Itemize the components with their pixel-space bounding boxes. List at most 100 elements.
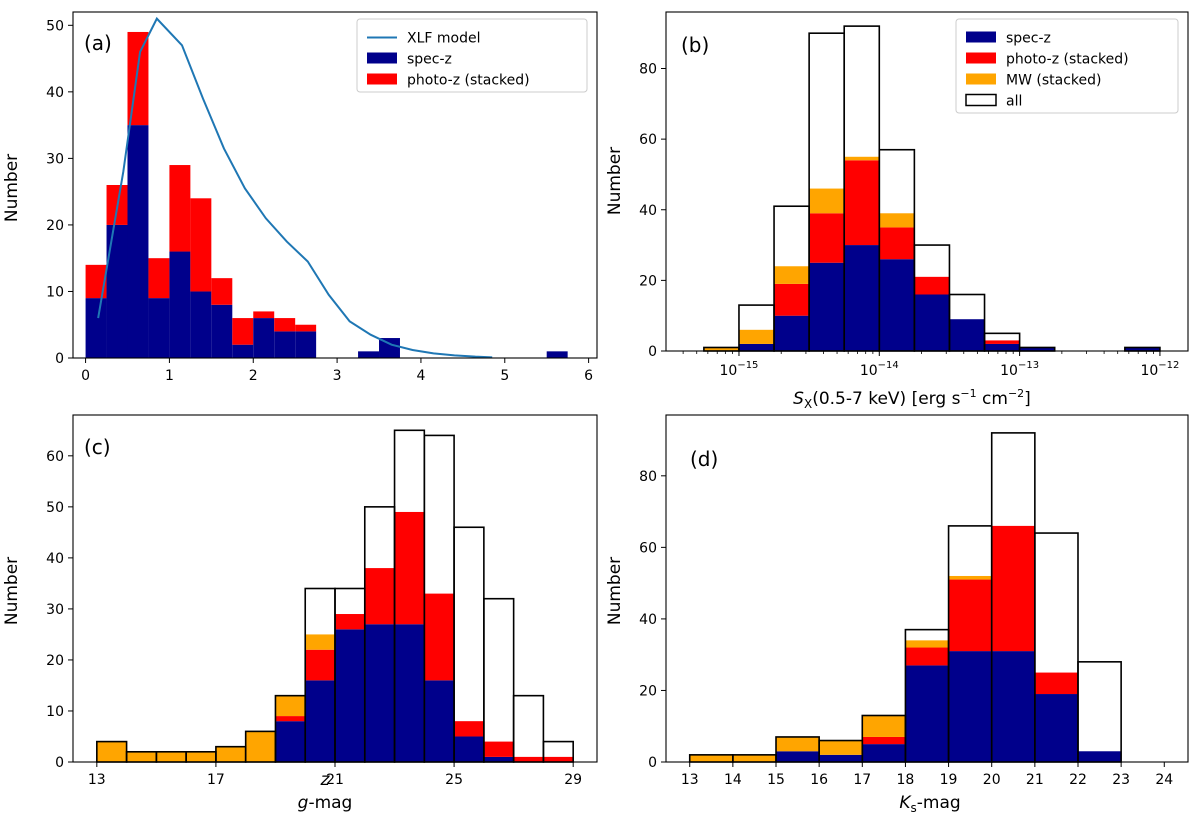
legend-label: MW (stacked) xyxy=(1006,73,1101,89)
y-tick-label: 50 xyxy=(46,500,64,516)
x-tick-label: 10−15 xyxy=(719,360,758,379)
bar-mw-2 xyxy=(774,266,810,284)
x-tick-label: 4 xyxy=(416,368,425,384)
x-tick-label: 13 xyxy=(681,772,699,788)
bar-mw-3 xyxy=(809,188,845,214)
y-tick-label: 10 xyxy=(46,284,64,300)
bar-photo-8 xyxy=(253,311,275,319)
x-tick-label: 1 xyxy=(165,368,174,384)
bar-photo-6 xyxy=(948,579,992,652)
bar-mw-2 xyxy=(156,751,187,762)
bar-spec-2 xyxy=(776,751,820,762)
y-tick-label: 40 xyxy=(639,612,657,628)
x-tick-label: 19 xyxy=(940,772,958,788)
bar-mw-5 xyxy=(879,213,915,228)
panel-b-xlabel: SX(0.5-7 keV) [erg s−1 cm−2] xyxy=(793,387,1031,411)
x-tick-label: 10−14 xyxy=(860,360,899,379)
y-tick-label: 40 xyxy=(46,85,64,101)
y-tick-label: 0 xyxy=(648,755,657,771)
legend-swatch xyxy=(965,93,997,107)
bar-mw-4 xyxy=(215,746,246,762)
bar-photo-12 xyxy=(454,721,484,737)
panel-d-xlabel: Ks-mag xyxy=(899,793,960,815)
panel-b-axes: 10−15 10−14 10−13 10−12 0 20 40 60 80 xyxy=(639,11,1189,379)
bar-spec-7 xyxy=(949,319,985,351)
x-tick-label: 14 xyxy=(724,772,742,788)
bar-spec-14 xyxy=(379,338,400,358)
bar-spec-6 xyxy=(211,304,233,358)
bar-spec-12 xyxy=(1124,347,1160,351)
bar-spec-9 xyxy=(364,624,395,762)
bar-mw-0 xyxy=(689,754,733,762)
bar-photo-8 xyxy=(335,614,365,630)
panel-c-xlabel: g-mag xyxy=(298,793,353,813)
bar-mw-7 xyxy=(305,634,335,650)
bar-all-9 xyxy=(1077,661,1122,763)
bar-spec-7 xyxy=(305,680,335,762)
bar-photo-3 xyxy=(809,213,845,263)
y-tick-label: 60 xyxy=(639,132,657,148)
bar-photo-9 xyxy=(274,318,296,332)
y-tick-label: 60 xyxy=(639,540,657,556)
panel-b-ylabel: Number xyxy=(605,147,625,215)
bar-mw-3 xyxy=(186,751,216,762)
x-tick-label: 15 xyxy=(767,772,785,788)
bar-mw-2 xyxy=(776,736,820,752)
bar-photo-7 xyxy=(991,525,1035,652)
x-tick-label: 23 xyxy=(1112,772,1130,788)
bar-spec-8 xyxy=(335,629,365,762)
x-tick-label: 3 xyxy=(333,368,342,384)
bar-spec-6 xyxy=(275,721,306,762)
x-tick-label: 21 xyxy=(326,772,344,788)
y-tick-label: 20 xyxy=(46,218,64,234)
bar-spec-12 xyxy=(454,736,484,762)
bar-mw-0 xyxy=(703,347,739,351)
legend-label: spec-z xyxy=(407,52,452,68)
bar-mw-6 xyxy=(948,575,992,580)
x-tick-label: 10−13 xyxy=(1000,360,1039,379)
legend-label: XLF model xyxy=(407,31,481,47)
bar-photo-3 xyxy=(148,258,170,299)
bar-spec-13 xyxy=(358,351,380,358)
panel-a-legend: XLF model spec-z photo-z (stacked) xyxy=(356,18,588,93)
bar-spec-4 xyxy=(844,245,880,351)
bar-mw-1 xyxy=(126,751,157,762)
plot-frame xyxy=(72,11,598,359)
legend-swatch xyxy=(367,52,397,64)
bar-photo-13 xyxy=(483,741,514,757)
x-tick-label: 10−12 xyxy=(1140,360,1179,379)
y-tick-label: 30 xyxy=(46,602,64,618)
x-tick-label: 29 xyxy=(564,772,582,788)
bar-photo-6 xyxy=(211,278,233,305)
bar-mw-3 xyxy=(819,740,863,755)
bar-spec-5 xyxy=(190,291,212,358)
panel-a-bars xyxy=(85,16,568,359)
bar-photo-2 xyxy=(127,31,149,126)
bar-photo-5 xyxy=(190,198,212,292)
plot-frame xyxy=(665,11,1189,352)
bar-photo-8 xyxy=(984,340,1020,344)
bar-photo-11 xyxy=(424,593,455,681)
bar-spec-4 xyxy=(169,251,191,358)
bar-photo-6 xyxy=(914,276,950,295)
bar-spec-10 xyxy=(394,624,425,762)
y-tick-label: 80 xyxy=(639,62,657,78)
panel-d-bars xyxy=(688,432,1122,763)
legend-box xyxy=(955,18,1179,114)
bar-mw-4 xyxy=(862,715,906,737)
bar-photo-7 xyxy=(232,318,254,345)
x-tick-label: 13 xyxy=(88,772,106,788)
y-tick-label: 50 xyxy=(46,18,64,34)
y-tick-label: 20 xyxy=(639,683,657,699)
y-tick-label: 40 xyxy=(46,551,64,567)
x-tick-label: 5 xyxy=(500,368,509,384)
bar-spec-13 xyxy=(483,756,514,762)
bar-mw-6 xyxy=(275,695,306,717)
x-tick-label: 17 xyxy=(853,772,871,788)
x-tick-label: 17 xyxy=(207,772,225,788)
bar-spec-10 xyxy=(295,331,317,358)
bar-photo-4 xyxy=(862,736,906,745)
bar-mw-1 xyxy=(738,329,775,344)
bar-spec-8 xyxy=(984,343,1020,351)
